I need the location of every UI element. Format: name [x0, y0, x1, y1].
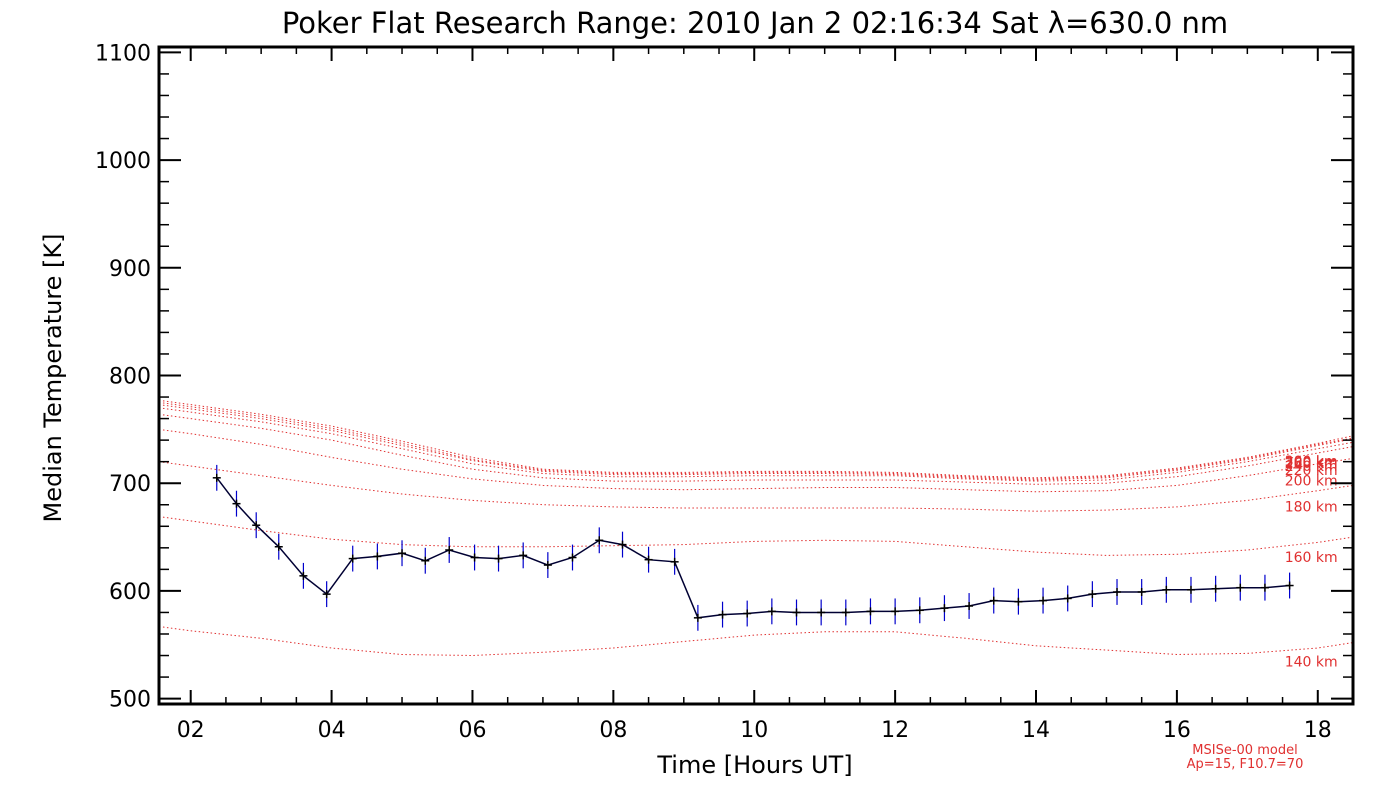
data-point	[891, 607, 900, 616]
model-curve	[158, 626, 1354, 657]
x-tick-label: 12	[881, 718, 909, 743]
model-curve	[158, 413, 1354, 485]
data-point	[373, 552, 382, 561]
x-tick-label: 02	[177, 718, 205, 743]
data-point	[494, 554, 503, 563]
data-point	[1260, 583, 1269, 592]
x-tick-label: 08	[599, 718, 627, 743]
y-tick-label: 1000	[95, 149, 151, 174]
y-tick-label: 1100	[95, 41, 151, 66]
y-tick-label: 600	[109, 580, 151, 605]
model-curve	[158, 516, 1354, 556]
model-curve-label: 220 km	[1285, 463, 1338, 479]
data-point	[1063, 594, 1072, 603]
data-point	[1014, 597, 1023, 606]
data-point	[670, 557, 679, 566]
model-curve-label: 160 km	[1285, 550, 1338, 566]
data-point	[445, 545, 454, 554]
data-point	[232, 499, 241, 508]
y-tick-label: 700	[109, 472, 151, 497]
data-point	[595, 536, 604, 545]
x-axis-label: Time [Hours UT]	[656, 751, 852, 779]
data-point	[348, 554, 357, 563]
data-point	[940, 604, 949, 613]
data-point	[1186, 585, 1195, 594]
model-curve	[158, 399, 1354, 479]
data-point	[792, 608, 801, 617]
data-point	[965, 601, 974, 610]
data-point	[817, 608, 826, 617]
x-tick-label: 14	[1022, 718, 1050, 743]
data-point	[519, 551, 528, 560]
data-point	[470, 553, 479, 562]
data-point	[322, 590, 331, 599]
data-point	[274, 542, 283, 551]
y-tick-label: 500	[109, 688, 151, 713]
data-point	[718, 610, 727, 619]
data-point	[212, 473, 221, 482]
x-tick-label: 16	[1163, 718, 1191, 743]
model-curve-label: 280 km	[1285, 455, 1338, 471]
data-point	[618, 540, 627, 549]
data-point	[841, 608, 850, 617]
model-curve	[158, 407, 1354, 482]
model-curve-label: 200 km	[1285, 473, 1338, 489]
data-point	[1211, 584, 1220, 593]
model-curve-label: 260 km	[1285, 456, 1338, 472]
data-point	[743, 609, 752, 618]
data-point	[866, 607, 875, 616]
data-point	[693, 613, 702, 622]
model-curve-label: 300 km	[1285, 454, 1338, 470]
data-point	[398, 549, 407, 558]
data-point	[1285, 581, 1294, 590]
model-curve	[158, 428, 1354, 493]
data-point	[1162, 585, 1171, 594]
data-point	[767, 607, 776, 616]
data-point	[543, 561, 552, 570]
data-point	[1088, 590, 1097, 599]
data-point	[1137, 587, 1146, 596]
model-curve	[158, 461, 1354, 512]
data-point	[1236, 583, 1245, 592]
plot-frame	[157, 45, 1355, 706]
data-point	[915, 606, 924, 615]
chart-title: Poker Flat Research Range: 2010 Jan 2 02…	[282, 6, 1228, 40]
x-tick-label: 10	[740, 718, 768, 743]
model-note-line: Ap=15, F10.7=70	[1187, 757, 1304, 772]
y-tick-label: 900	[109, 257, 151, 282]
axes: 02 04 06 08 10 12 14 16 18 500 600 700 800 900 1000 110…	[95, 41, 1355, 743]
data-point	[1113, 587, 1122, 596]
x-tick-label: 04	[318, 718, 346, 743]
model-curve-label: 240 km	[1285, 459, 1338, 475]
data-point	[644, 555, 653, 564]
x-tick-label: 06	[458, 718, 486, 743]
model-curve-label: 180 km	[1285, 499, 1338, 515]
data-point	[299, 571, 308, 580]
y-axis-label: Median Temperature [K]	[39, 233, 67, 522]
model-curve	[158, 404, 1354, 481]
x-tick-label: 18	[1304, 718, 1332, 743]
data-point	[568, 553, 577, 562]
data-point	[421, 556, 430, 565]
model-note-line: MSISe-00 model	[1192, 743, 1297, 758]
data-point	[1039, 596, 1048, 605]
model-curve-label: 140 km	[1285, 655, 1338, 671]
y-tick-label: 800	[109, 365, 151, 390]
measured-series	[212, 464, 1294, 631]
data-point	[252, 521, 261, 530]
data-point	[989, 596, 998, 605]
model-curve	[158, 401, 1354, 480]
model-note: MSISe-00 model Ap=15, F10.7=70	[1187, 743, 1304, 772]
